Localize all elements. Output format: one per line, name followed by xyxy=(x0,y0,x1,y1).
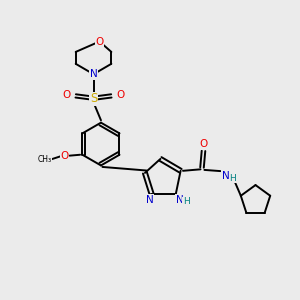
Text: N: N xyxy=(146,195,154,205)
Text: O: O xyxy=(200,140,208,149)
Text: N: N xyxy=(222,171,230,181)
Text: O: O xyxy=(116,90,124,100)
Text: O: O xyxy=(63,90,71,100)
Text: H: H xyxy=(230,174,236,183)
Text: O: O xyxy=(95,37,104,46)
Text: N: N xyxy=(176,195,183,205)
Text: CH₃: CH₃ xyxy=(38,155,52,164)
Text: S: S xyxy=(90,92,97,105)
Text: H: H xyxy=(183,197,190,206)
Text: O: O xyxy=(61,151,69,161)
Text: N: N xyxy=(90,69,98,79)
